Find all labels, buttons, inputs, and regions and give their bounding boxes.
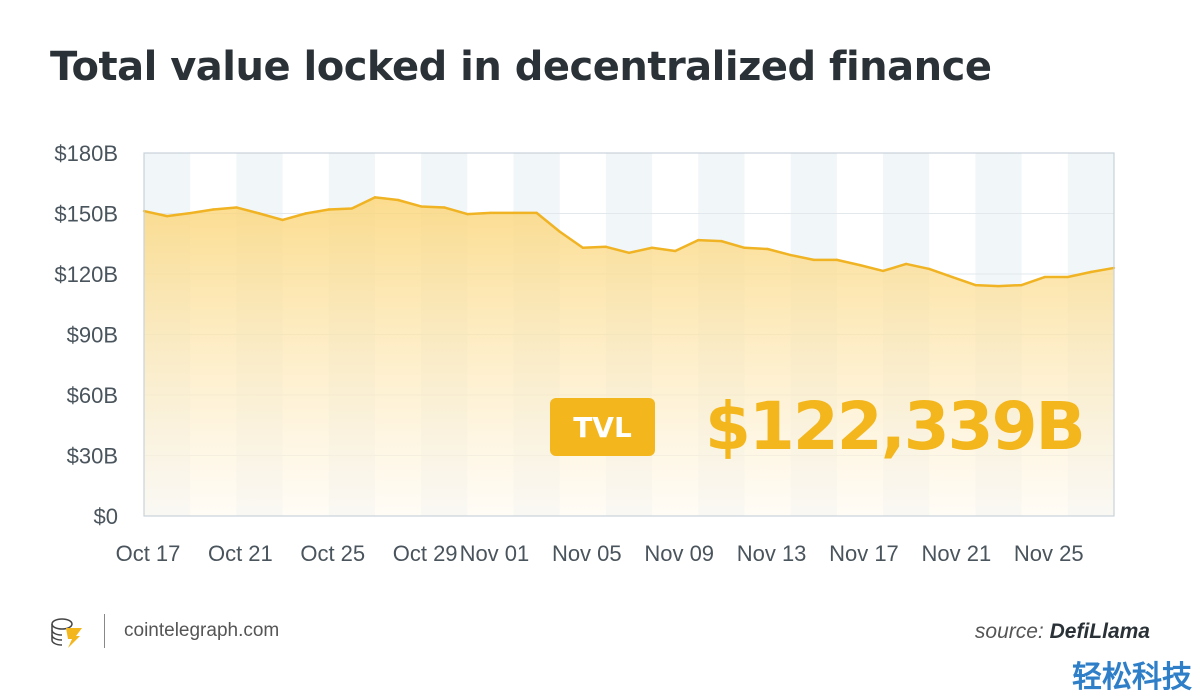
data-point [373,196,377,199]
footer-divider [104,614,105,648]
data-point [188,211,192,215]
x-tick-label: Oct 17 [116,541,181,566]
data-point [812,258,815,262]
data-point [858,263,862,267]
data-point [697,238,700,242]
data-point [974,283,977,287]
data-point [235,206,238,209]
data-point [835,258,839,262]
data-point [281,218,284,222]
chart-title: Total value locked in decentralized fina… [50,44,992,90]
y-tick-label: $180B [54,141,118,166]
data-point [443,206,446,209]
data-point [512,211,515,215]
data-point [396,198,400,202]
data-point [881,269,885,273]
data-point [604,245,608,248]
data-point [419,205,423,208]
plot-border [143,152,1115,517]
source-name: DefiLlama [1049,620,1150,643]
data-point [673,249,677,253]
data-point [327,208,330,211]
x-tick-label: Nov 05 [552,541,622,566]
x-tick-label: Nov 09 [644,541,714,566]
data-point [165,214,169,218]
data-point [304,212,307,215]
data-point [650,246,654,249]
data-point [489,211,492,215]
x-tick-label: Nov 01 [460,541,530,566]
data-point [1020,283,1023,287]
data-point [466,212,469,216]
x-tick-label: Nov 25 [1014,541,1084,566]
data-point [1043,275,1046,279]
x-tick-label: Oct 21 [208,541,273,566]
data-point [997,284,1000,288]
area-fill [144,197,1114,516]
data-point [951,275,954,279]
data-point [766,247,769,251]
x-tick-label: Nov 21 [921,541,991,566]
y-tick-label: $60B [67,383,118,408]
data-point [1089,270,1093,274]
site-name: cointelegraph.com [124,620,280,641]
y-tick-label: $150B [54,202,118,227]
y-tick-label: $90B [67,323,118,348]
data-point [258,212,261,215]
cointelegraph-logo-icon [51,618,82,648]
data-point [627,251,631,255]
data-point [581,246,585,249]
data-point [212,208,215,211]
y-tick-label: $0 [94,504,118,529]
x-tick-label: Oct 29 [393,541,458,566]
y-tick-label: $30B [67,444,118,469]
source-prefix: source: [974,620,1044,643]
data-point [535,211,538,215]
data-point [720,239,723,243]
data-point [1066,275,1070,279]
tvl-area-chart: $0 $30B $60B $90B $120B $150B $180B Oct 17 Oct 2… [54,141,1116,566]
x-tick-label: Nov 17 [829,541,899,566]
data-point [904,262,908,266]
data-point [743,246,746,249]
tvl-value: $122,339B [705,388,1086,465]
source-credit: source: DefiLlama [975,620,1150,644]
tvl-badge: TVL [550,398,655,456]
data-point [350,207,354,210]
watermark: 轻松科技 [1072,661,1192,694]
data-point [928,267,931,271]
x-tick-label: Oct 25 [300,541,365,566]
data-point [558,230,561,233]
data-point [789,253,792,257]
x-tick-label: Nov 13 [737,541,807,566]
y-tick-label: $120B [54,262,118,287]
